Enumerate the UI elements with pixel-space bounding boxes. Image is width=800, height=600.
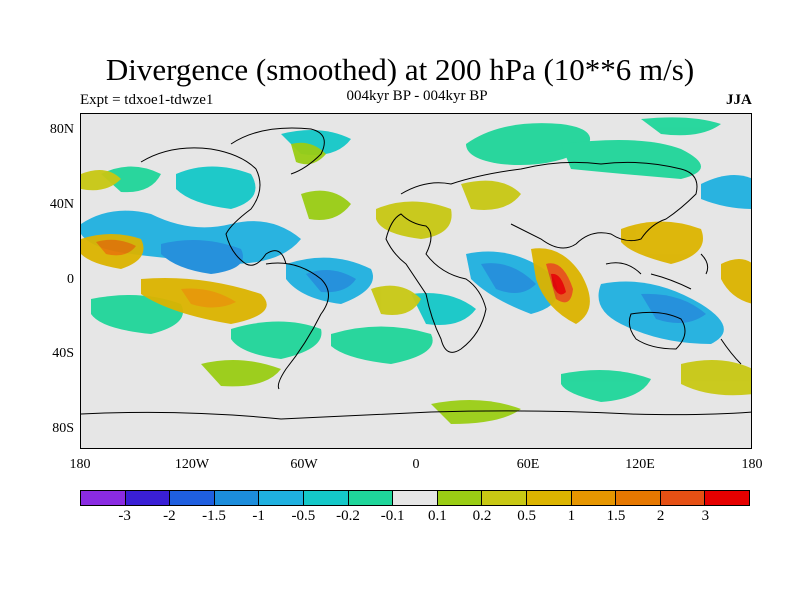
colorbar-swatch	[393, 491, 438, 505]
colorbar-label: -0.5	[291, 508, 316, 524]
lat-label-40s: 40S	[52, 346, 74, 361]
colorbar-swatch	[214, 491, 260, 505]
lon-label-120w: 120W	[174, 457, 210, 472]
colorbar-label: 3	[701, 508, 710, 524]
colorbar-swatch	[81, 491, 126, 505]
colorbar-swatch	[571, 491, 617, 505]
colorbar-swatch	[526, 491, 572, 505]
colorbar-label: 0.1	[427, 508, 447, 524]
chart-title: Divergence (smoothed) at 200 hPa (10**6 …	[105, 52, 695, 87]
colorbar-label: 0.5	[517, 508, 537, 524]
colorbar-label: 1.5	[606, 508, 626, 524]
negative-divergence-regions	[81, 117, 751, 402]
colorbar-label: 1	[567, 508, 576, 524]
experiment-label: Expt = tdxoe1-tdwze1	[80, 92, 214, 108]
lat-label-40n: 40N	[49, 197, 74, 212]
colorbar-swatch	[303, 491, 349, 505]
lat-label-80n: 80N	[49, 122, 74, 137]
colorbar-label: -2	[163, 508, 176, 524]
colorbar-label: -3	[118, 508, 131, 524]
colorbar-swatch	[170, 491, 215, 505]
lon-label-0: 0	[412, 457, 420, 472]
lat-label-0: 0	[67, 272, 74, 287]
lon-label-60e: 60E	[516, 457, 540, 472]
lat-label-80s: 80S	[52, 421, 74, 436]
colorbar-swatch	[348, 491, 394, 505]
coastlines	[81, 127, 751, 420]
colorbar-swatch	[660, 491, 706, 505]
season-label: JJA	[726, 92, 752, 108]
colorbar-swatch	[125, 491, 171, 505]
colorbar-swatch	[616, 491, 661, 505]
colorbar-label: 2	[656, 508, 665, 524]
colorbar	[80, 490, 750, 506]
colorbar-swatch	[482, 491, 527, 505]
divergence-map	[80, 113, 752, 449]
lon-label-180w: 180	[69, 457, 91, 472]
lon-label-180e: 180	[741, 457, 763, 472]
lon-label-60w: 60W	[290, 457, 318, 472]
colorbar-swatch	[259, 491, 304, 505]
colorbar-label: -0.1	[380, 508, 405, 524]
colorbar-swatch	[437, 491, 483, 505]
period-label: 004kyr BP - 004kyr BP	[346, 88, 488, 104]
colorbar-label: -1	[252, 508, 265, 524]
colorbar-label: 0.2	[472, 508, 492, 524]
map-canvas	[81, 114, 751, 448]
positive-divergence-regions	[81, 142, 751, 424]
colorbar-swatch	[705, 491, 749, 505]
lon-label-120e: 120E	[625, 457, 655, 472]
colorbar-label: -1.5	[202, 508, 226, 524]
colorbar-label: -0.2	[336, 508, 360, 524]
